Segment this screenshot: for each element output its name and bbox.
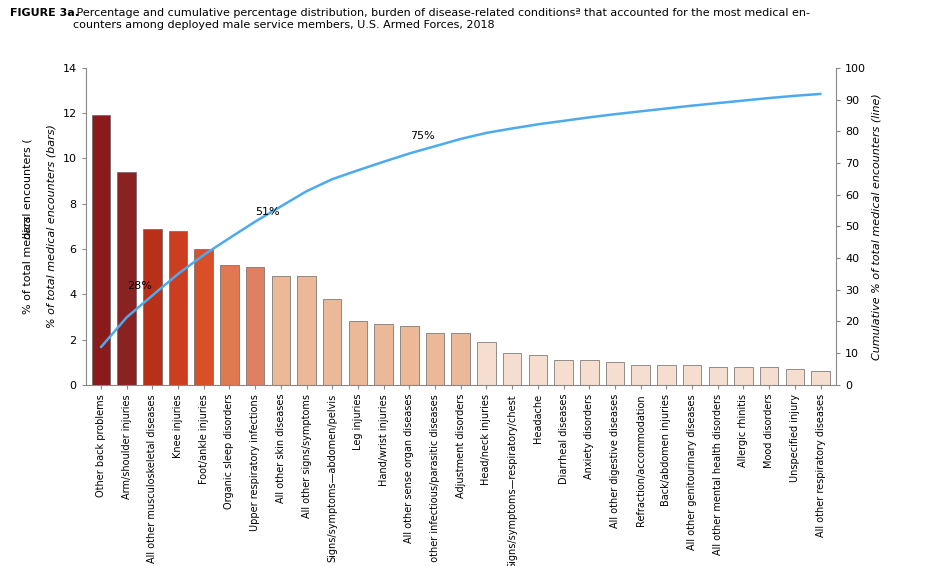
Bar — [709, 367, 727, 385]
Bar — [632, 365, 650, 385]
Bar — [169, 231, 187, 385]
Bar — [811, 371, 830, 385]
Bar — [220, 265, 238, 385]
Bar — [760, 367, 778, 385]
Text: FIGURE 3a.: FIGURE 3a. — [10, 8, 79, 19]
Bar — [349, 321, 368, 385]
Bar — [503, 353, 522, 385]
Bar — [554, 360, 573, 385]
Bar — [451, 333, 470, 385]
Text: 75%: 75% — [409, 131, 434, 142]
Bar — [91, 115, 110, 385]
Bar — [683, 365, 701, 385]
Bar — [118, 172, 136, 385]
Bar — [657, 365, 675, 385]
Text: 51%: 51% — [256, 207, 280, 217]
Bar — [374, 324, 393, 385]
Bar — [477, 342, 496, 385]
Bar — [426, 333, 445, 385]
Bar — [580, 360, 598, 385]
Y-axis label: % of total medical encounters (bars): % of total medical encounters (bars) — [47, 125, 57, 328]
Bar — [786, 369, 804, 385]
Y-axis label: Cumulative % of total medical encounters (line): Cumulative % of total medical encounters… — [871, 93, 882, 360]
Text: Percentage and cumulative percentage distribution, burden of disease-related con: Percentage and cumulative percentage dis… — [73, 8, 810, 30]
Bar — [323, 299, 341, 385]
Bar — [272, 276, 290, 385]
Text: 28%: 28% — [127, 281, 152, 291]
Bar — [734, 367, 752, 385]
Bar — [195, 249, 213, 385]
Bar — [528, 355, 547, 385]
Bar — [400, 326, 419, 385]
Text: % of total medical encounters (: % of total medical encounters ( — [23, 139, 33, 314]
Bar — [606, 362, 624, 385]
Bar — [246, 267, 264, 385]
Text: bars: bars — [23, 214, 33, 239]
Bar — [143, 229, 162, 385]
Bar — [297, 276, 315, 385]
